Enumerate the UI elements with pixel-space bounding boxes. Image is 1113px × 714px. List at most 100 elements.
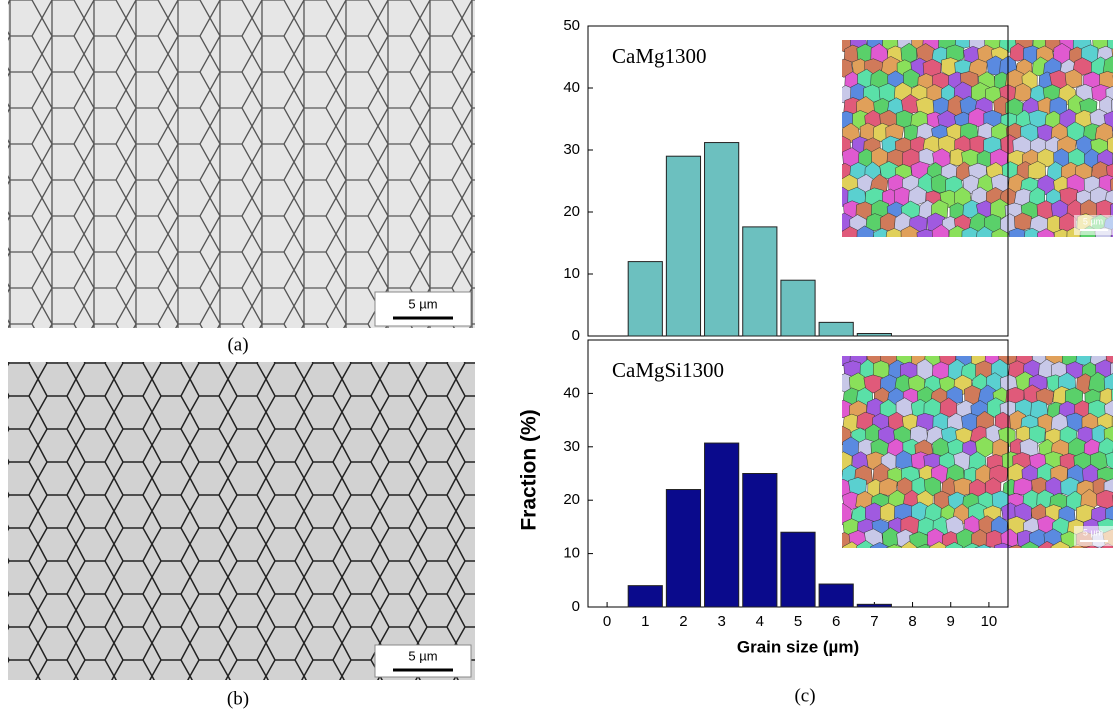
scale-label: 5 µm [1083, 216, 1103, 226]
grain [836, 238, 853, 257]
scale-box [374, 644, 472, 678]
ebsd-insets: 5 µm 5 µm [836, 40, 1113, 548]
grain [916, 228, 935, 237]
grain [1059, 240, 1077, 257]
scale-label: 5 µm [408, 296, 437, 311]
bar [704, 442, 740, 608]
grain [1089, 239, 1106, 258]
bar [704, 142, 740, 337]
grain [961, 227, 979, 237]
grain [926, 240, 943, 259]
y-tick-label: 30 [563, 141, 580, 158]
x-tick-label: 2 [679, 613, 687, 630]
x-axis-label: Grain size (µm) [737, 637, 859, 656]
bar [742, 226, 778, 337]
y-tick-label: 50 [563, 17, 580, 34]
x-tick-label: 0 [603, 613, 611, 630]
grain [941, 239, 957, 260]
y-tick-label: 0 [572, 327, 580, 344]
grain [974, 544, 992, 548]
x-tick-label: 5 [794, 613, 802, 630]
y-tick-label: 20 [563, 203, 580, 220]
panel-label: (c) [794, 685, 815, 706]
grain [911, 239, 929, 258]
grain [880, 239, 898, 257]
bar [627, 261, 663, 337]
grain [856, 540, 876, 548]
bar [742, 473, 778, 608]
y-tick-label: 30 [563, 438, 580, 455]
bar [818, 583, 854, 608]
bar [780, 279, 816, 337]
annotation: CaMgSi1300 [612, 358, 724, 382]
bar [780, 531, 816, 608]
x-tick-label: 1 [641, 613, 649, 630]
grain [1110, 178, 1113, 192]
x-tick-label: 7 [870, 613, 878, 630]
y-axis-label: Fraction (%) [518, 409, 541, 530]
grain [856, 225, 875, 237]
grain [900, 225, 920, 237]
x-tick-label: 10 [981, 613, 998, 630]
grain [916, 543, 934, 548]
y-tick-label: 10 [563, 545, 580, 562]
grain [895, 240, 911, 258]
grain [1020, 541, 1040, 548]
panel-label: (a) [227, 334, 248, 355]
annotation: CaMg1300 [612, 44, 707, 68]
grain [1084, 544, 1100, 548]
ebsd-map [836, 40, 1113, 260]
grain [1069, 544, 1086, 548]
grain [1096, 489, 1113, 510]
scale-box [374, 291, 472, 327]
grain [1024, 227, 1042, 237]
grain [985, 241, 1002, 260]
grain [1050, 540, 1070, 548]
grain [945, 541, 963, 548]
grain [885, 228, 904, 237]
grain [1030, 240, 1048, 258]
x-tick-label: 9 [947, 613, 955, 630]
grain [852, 238, 870, 258]
x-tick-label: 3 [717, 613, 725, 630]
ebsd-map [842, 356, 1113, 548]
y-tick-label: 0 [572, 598, 580, 615]
grain [1044, 239, 1062, 259]
x-tick-label: 4 [756, 613, 764, 630]
grain [1036, 228, 1055, 237]
grain [931, 224, 950, 237]
grain [1009, 544, 1026, 548]
grain [1008, 227, 1027, 237]
grain [963, 542, 981, 548]
x-tick-label: 8 [908, 613, 916, 630]
grain-boundaries [8, 0, 475, 328]
grain [991, 228, 1009, 237]
scale-label: 5 µm [1083, 527, 1103, 537]
grain [955, 239, 974, 259]
grain [870, 542, 890, 548]
bar [665, 489, 702, 608]
grain [1104, 238, 1113, 258]
bar [818, 321, 854, 337]
bar [665, 155, 702, 337]
grain [842, 541, 861, 548]
y-tick-label: 10 [563, 265, 580, 282]
bar [856, 333, 892, 337]
grain [1105, 451, 1113, 470]
grain [901, 541, 918, 548]
grain [1014, 242, 1030, 260]
grain-boundaries [8, 362, 475, 680]
grain [998, 241, 1016, 259]
grain [976, 226, 994, 237]
grain [842, 226, 860, 237]
grain [994, 542, 1013, 548]
grain [885, 544, 904, 548]
bar [627, 585, 663, 608]
y-tick-label: 40 [563, 79, 580, 96]
bar [856, 603, 892, 608]
x-tick-label: 6 [832, 613, 840, 630]
scale-label: 5 µm [408, 648, 437, 663]
grain [969, 241, 987, 260]
